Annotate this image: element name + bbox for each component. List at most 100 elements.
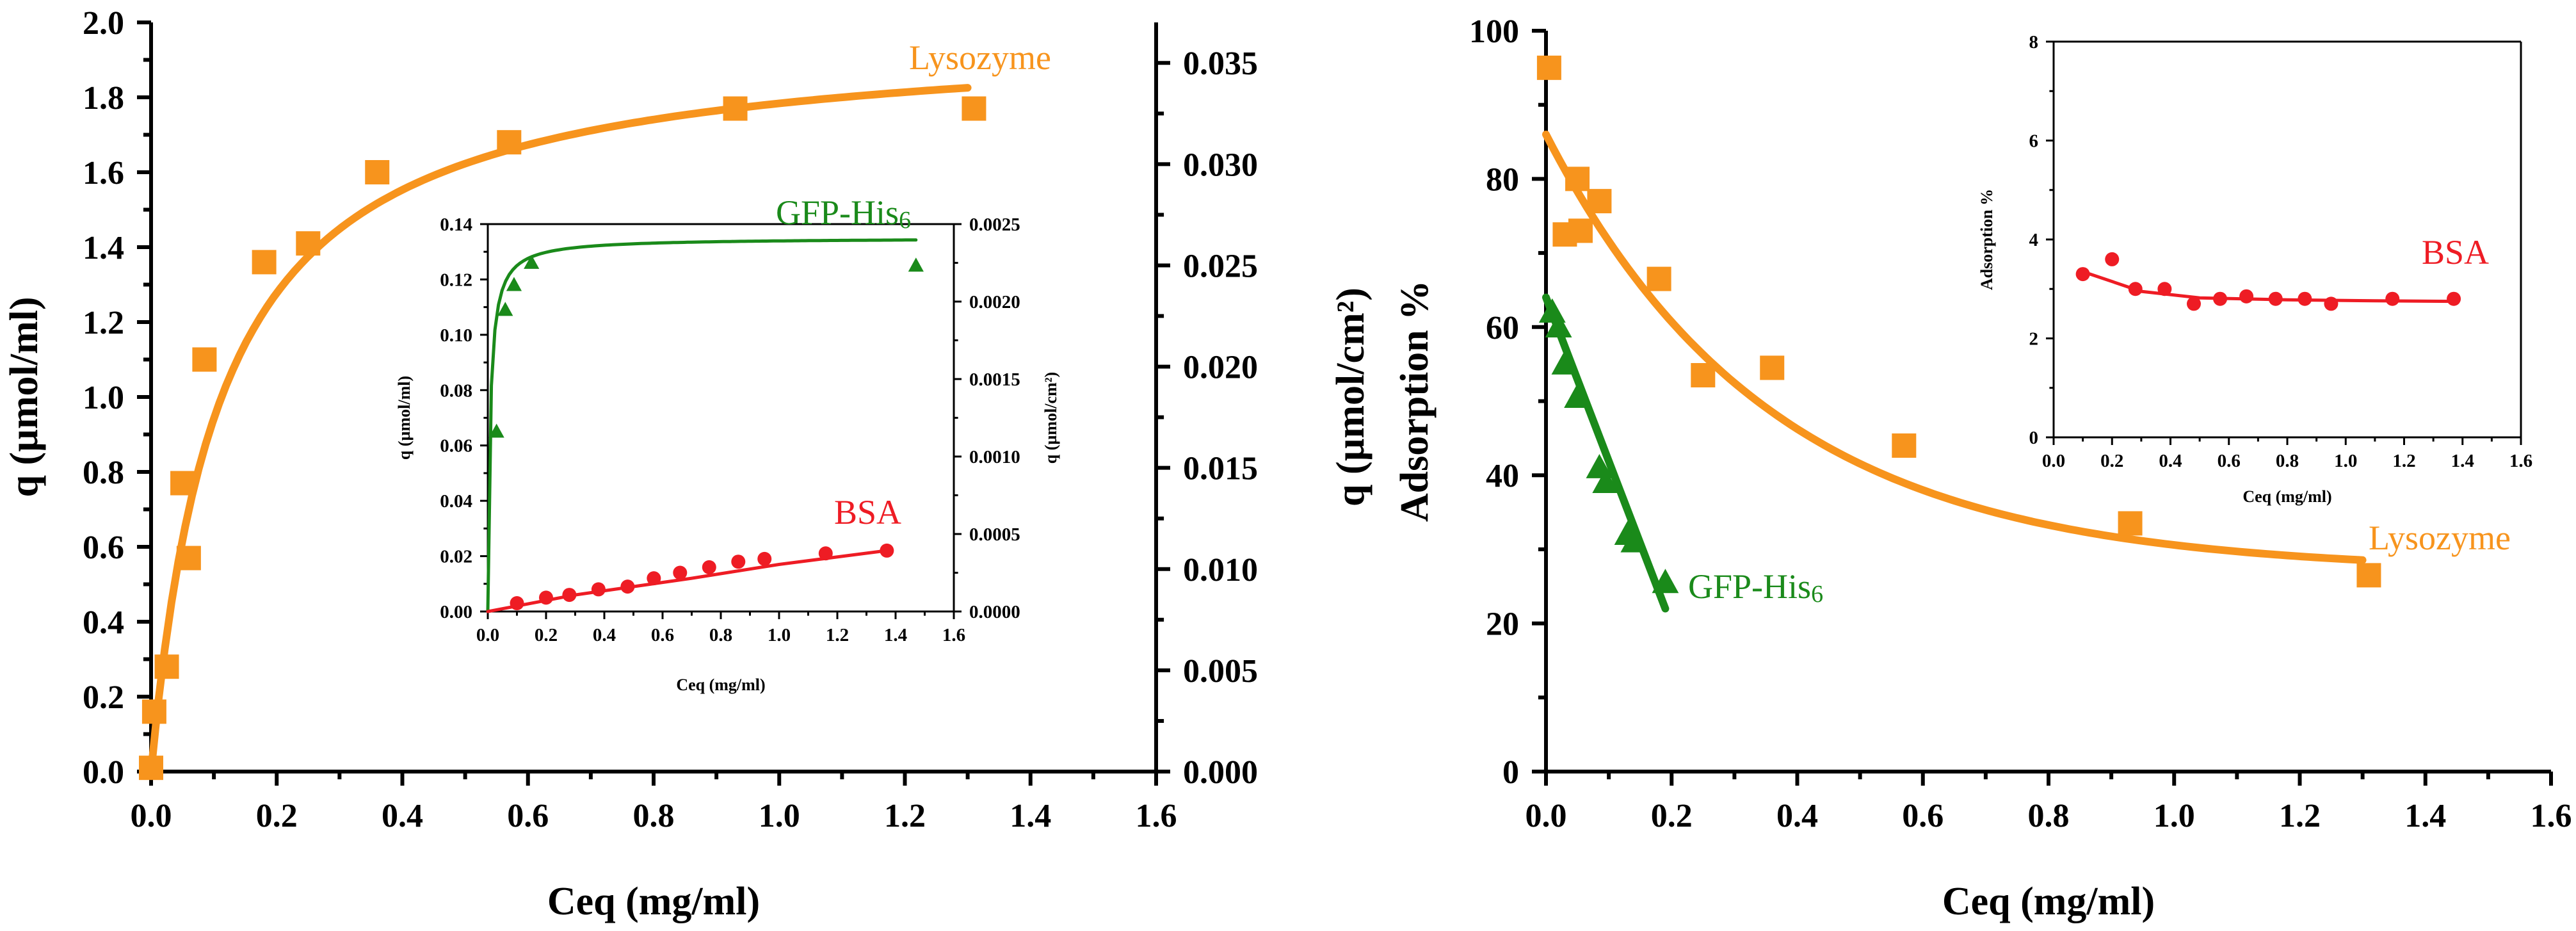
right-inset-bsa-point (2157, 282, 2172, 296)
right-main-x-tick-label: 1.4 (2404, 798, 2446, 834)
right-inset-bsa-point (2105, 252, 2120, 266)
left-main-lysozyme-point (296, 231, 321, 256)
left-inset-gfp-his6-point (497, 302, 513, 316)
left-inset-y-tick-label: 0.14 (440, 215, 472, 235)
left-inset-y2-tick-label: 0.0000 (969, 602, 1020, 622)
left-main-y-tick-label: 0.8 (83, 455, 124, 491)
inset-gfp-label-text: GFP-His (776, 193, 899, 232)
left-inset-bsa-point (620, 579, 635, 594)
left-main-x-axis-label: Ceq (mg/ml) (547, 880, 760, 923)
right-main-x-tick-label: 0.2 (1651, 798, 1693, 834)
left-inset-y2-tick-label: 0.0020 (969, 292, 1020, 312)
right-main-y-tick-label: 40 (1486, 458, 1519, 494)
right-inset-y-tick-label: 8 (2029, 32, 2039, 53)
left-inset-x-tick-label: 1.4 (884, 625, 907, 645)
left-main-x-tick-label: 1.0 (759, 798, 800, 834)
right-inset-bsa-point (2075, 267, 2090, 282)
right-inset-x-tick-label: 1.0 (2334, 451, 2357, 471)
right-inset-x-tick-label: 1.4 (2451, 451, 2474, 471)
right-main-gfp-his6-point (1545, 313, 1572, 338)
left-inset-x-tick-label: 1.0 (768, 625, 791, 645)
left-inset-y-tick-label: 0.12 (440, 270, 472, 290)
right-main-lysozyme-point (1568, 218, 1593, 243)
right-inset-bsa-point (2447, 291, 2461, 306)
left-main-y-tick-label: 2.0 (83, 5, 124, 42)
left-inset-x-tick-label: 0.8 (709, 625, 732, 645)
right-inset-bsa-point (2187, 296, 2201, 311)
left-inset-chart: 0.0 0.2 0.4 0.6 0.8 1.0 1.2 1.4 1.6 0.00 0.02 0.04 0… (395, 215, 1060, 694)
inset-gfp-label: GFP-His6 (776, 193, 911, 234)
right-inset-y-tick-label: 2 (2029, 329, 2039, 350)
left-main-y-tick-label: 1.0 (83, 380, 124, 416)
right-main-lysozyme-point (1760, 355, 1785, 380)
left-inset-y-axis-label: q (µmol/ml) (395, 376, 414, 460)
left-inset-gfp-his6-fit-line (486, 238, 918, 613)
left-main-y2-axis-label: q (µmol/cm²) (1329, 287, 1373, 506)
right-main-lysozyme-fit-line (1542, 131, 2367, 564)
right-main-x-tick-label: 1.0 (2153, 798, 2195, 834)
right-main-y-tick-label: 60 (1486, 310, 1519, 346)
left-inset-bsa-point (731, 555, 746, 569)
left-main-y-axis-label: q (µmol/ml) (3, 297, 46, 498)
left-main-y2-tick-label: 0.030 (1183, 147, 1258, 183)
left-main-y-tick-label: 1.2 (83, 305, 124, 341)
right-main-lysozyme-point (2356, 563, 2381, 588)
right-inset-y-tick-label: 6 (2029, 131, 2039, 152)
left-inset-bsa-point (562, 588, 577, 603)
right-inset-x-tick-label: 0.2 (2100, 451, 2123, 471)
left-inset-y-tick-label: 0.00 (440, 602, 472, 622)
left-inset-gfp-his6-point (908, 257, 924, 272)
right-main-lysozyme-point (1565, 166, 1590, 191)
right-inset-x-tick-label: 0.0 (2042, 451, 2065, 471)
left-main-lysozyme-point (962, 96, 986, 121)
left-inset-x-tick-label: 0.2 (535, 625, 558, 645)
left-main-x-tick-label: 0.0 (131, 798, 172, 834)
right-main-gfp-his6-point (1652, 569, 1679, 594)
left-inset-y2-tick-label: 0.0005 (969, 524, 1020, 545)
right-inset-bsa-point (2385, 291, 2400, 306)
left-inset-gfp-his6-point (524, 254, 540, 269)
right-main-y-axis-label: Adsorption % (1393, 280, 1437, 522)
right-main-x-tick-label: 0.8 (2028, 798, 2070, 834)
right-main-x-tick-label: 0.0 (1525, 798, 1567, 834)
right-lysozyme-label: Lysozyme (2369, 519, 2511, 557)
left-main-chart: 0.0 0.2 0.4 0.6 0.8 1.0 1.2 1.4 1.60.00.20.40.60… (3, 5, 1373, 923)
right-main-x-tick-label: 0.6 (1902, 798, 1944, 834)
right-gfp-label: GFP-His6 (1688, 567, 1823, 608)
left-main-x-tick-label: 0.6 (507, 798, 549, 834)
right-main-x-axis-label: Ceq (mg/ml) (1942, 880, 2155, 923)
left-main-lysozyme-fit-line (147, 84, 972, 775)
left-main-y2-tick-label: 0.010 (1183, 552, 1258, 588)
left-main-lysozyme-point (365, 160, 390, 184)
left-main-y2-tick-label: 0.000 (1183, 754, 1258, 791)
right-main-chart: 0.0 0.2 0.4 0.6 0.8 1.0 1.2 1.4 1.6020406080100C… (1393, 13, 2572, 923)
right-inset-x-tick-label: 0.6 (2218, 451, 2241, 471)
right-inset-x-axis-label: Ceq (mg/ml) (2242, 487, 2331, 506)
left-inset-y2-tick-label: 0.0025 (969, 215, 1020, 235)
left-main-lysozyme-point (154, 654, 179, 679)
left-main-y-tick-label: 1.4 (83, 230, 124, 266)
left-main-y2-tick-label: 0.005 (1183, 653, 1258, 690)
right-inset-x-tick-label: 0.4 (2159, 451, 2182, 471)
left-main-lysozyme-point (497, 130, 522, 155)
left-main-lysozyme-point (170, 471, 195, 496)
left-inset-x-tick-label: 1.2 (826, 625, 849, 645)
left-main-x-tick-label: 1.4 (1010, 798, 1051, 834)
left-main-y2-tick-label: 0.020 (1183, 350, 1258, 386)
left-inset-y-tick-label: 0.06 (440, 436, 472, 457)
right-inset-x-tick-label: 0.8 (2276, 451, 2299, 471)
left-main-y-tick-label: 0.6 (83, 530, 124, 566)
left-inset-y2-tick-label: 0.0015 (969, 369, 1020, 390)
left-main-x-tick-label: 0.8 (633, 798, 675, 834)
left-main-y-tick-label: 1.8 (83, 80, 124, 117)
left-inset-bsa-point (757, 551, 772, 566)
right-inset-y-tick-label: 0 (2029, 428, 2039, 448)
right-gfp-label-subscript: 6 (1811, 581, 1823, 608)
left-main-x-tick-label: 1.6 (1136, 798, 1177, 834)
right-inset-bsa-point (2239, 289, 2254, 304)
right-inset-bsa-point (2213, 291, 2228, 306)
left-main-x-tick-label: 0.2 (256, 798, 298, 834)
right-inset-bsa-point (2298, 291, 2312, 306)
right-main-y-tick-label: 100 (1469, 13, 1519, 50)
